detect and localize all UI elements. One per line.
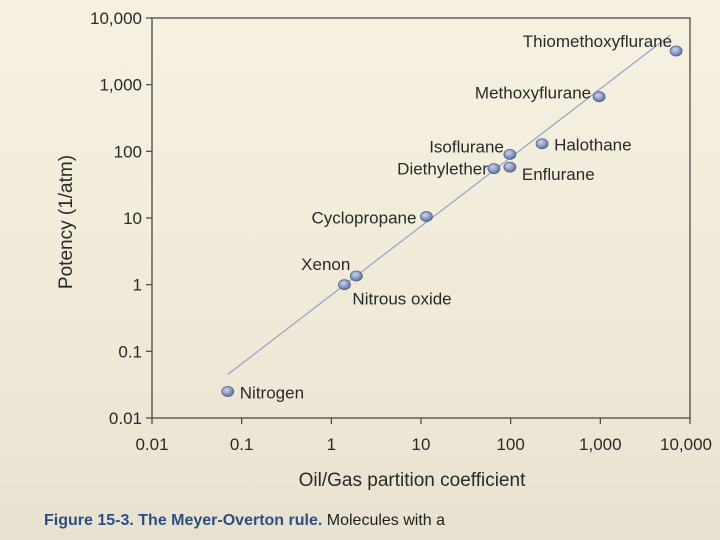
x-tick-label: 1 <box>327 435 336 454</box>
y-tick-label: 0.1 <box>118 342 142 361</box>
point-label-nitrogen: Nitrogen <box>240 383 304 402</box>
data-point-diethylether <box>487 163 501 175</box>
x-tick-label: 1,000 <box>579 435 622 454</box>
data-point-methoxyflurane <box>592 91 606 103</box>
y-tick-label: 0.01 <box>109 409 142 428</box>
point-label-isoflurane: Isoflurane <box>429 137 504 156</box>
y-tick-label: 1 <box>133 276 142 295</box>
x-axis-title: Oil/Gas partition coefficient <box>299 470 526 491</box>
x-tick-label: 0.01 <box>135 435 168 454</box>
y-tick-label: 10 <box>123 209 142 228</box>
point-label-enflurane: Enflurane <box>522 165 595 184</box>
y-tick-label: 100 <box>114 142 142 161</box>
figure-caption: Figure 15-3. The Meyer-Overton rule. Mol… <box>44 512 720 540</box>
caption-figure-number: Figure 15-3. <box>44 512 134 529</box>
y-tick-label: 10,000 <box>90 9 142 28</box>
x-tick-label: 10,000 <box>660 435 712 454</box>
point-label-methoxyflurane: Methoxyflurane <box>475 84 591 103</box>
data-point-enflurane <box>503 161 517 173</box>
data-point-halothane <box>535 138 549 150</box>
data-point-cyclopropane <box>420 211 433 222</box>
point-label-thiomethoxyflurane: Thiomethoxyflurane <box>523 32 672 51</box>
x-tick-label: 10 <box>412 435 431 454</box>
caption-title: The Meyer-Overton rule. <box>138 512 323 529</box>
data-point-thiomethoxyflurane <box>669 45 683 57</box>
x-tick-label: 0.1 <box>230 435 254 454</box>
caption-text: Molecules with a <box>326 512 446 529</box>
data-point-xenon <box>349 270 363 282</box>
point-label-nitrous-oxide: Nitrous oxide <box>352 290 451 309</box>
point-label-xenon: Xenon <box>301 255 350 274</box>
y-tick-label: 1,000 <box>99 76 142 95</box>
data-point-isoflurane <box>503 148 517 160</box>
point-label-diethylether: Diethylether <box>397 160 488 179</box>
data-point-nitrous-oxide <box>338 279 351 291</box>
point-label-cyclopropane: Cyclopropane <box>312 209 417 228</box>
data-point-nitrogen <box>221 386 235 397</box>
scatter-chart: 0.01 0.1 1 10 100 1,000 10,000 0.01 0.1 1 10 100 1,0… <box>56 9 712 491</box>
regression-line <box>227 34 671 375</box>
point-label-halothane: Halothane <box>554 136 632 155</box>
y-axis-title: Potency (1/atm) <box>56 155 77 289</box>
x-tick-label: 100 <box>496 435 524 454</box>
